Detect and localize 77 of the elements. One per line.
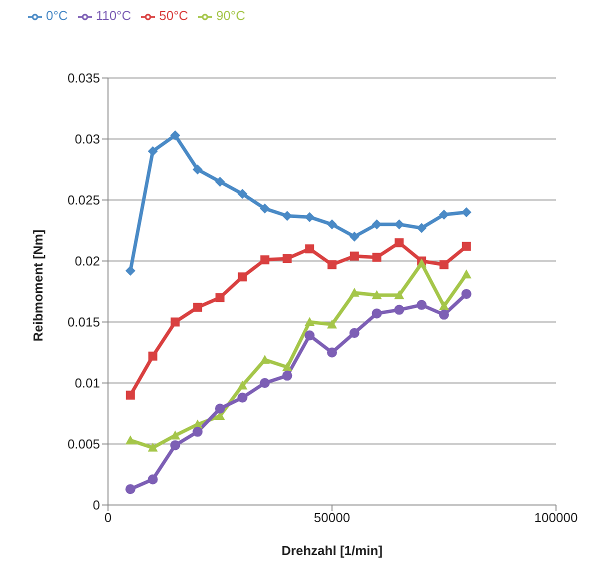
point (372, 219, 382, 230)
y-tick-label: 0.03 (74, 132, 100, 147)
point (216, 293, 224, 302)
point (394, 238, 404, 248)
point (349, 328, 360, 338)
point (282, 362, 292, 372)
y-tick-label: 0.035 (67, 70, 100, 86)
x-tick-label: 50000 (314, 510, 350, 526)
x-axis-title: Drehzahl [1/min] (281, 543, 383, 558)
point (439, 301, 449, 310)
point (461, 207, 472, 218)
point (328, 260, 336, 270)
point (125, 266, 136, 276)
point (304, 317, 315, 326)
point (439, 210, 449, 220)
point (260, 204, 270, 214)
point (394, 290, 404, 300)
point (170, 318, 180, 326)
point (416, 300, 427, 310)
legend-label: 90°C (216, 8, 246, 23)
point (237, 392, 248, 403)
point (305, 244, 314, 254)
point (416, 223, 427, 234)
point (350, 252, 359, 261)
point (394, 219, 404, 230)
y-tick-label: 0.005 (67, 436, 100, 452)
point (394, 304, 404, 315)
point (327, 348, 337, 358)
point (237, 380, 248, 390)
point (148, 442, 158, 452)
point (192, 426, 203, 437)
point (304, 330, 315, 340)
point (148, 352, 158, 361)
point (237, 188, 248, 199)
point (170, 130, 180, 140)
point (260, 354, 270, 364)
point (238, 272, 247, 282)
point (193, 302, 202, 312)
y-tick-label: 0.01 (74, 376, 100, 391)
legend-label: 110°C (96, 8, 132, 23)
point (126, 390, 135, 400)
point (192, 164, 203, 174)
point (439, 310, 449, 320)
point (215, 404, 225, 414)
point (170, 440, 180, 450)
point (304, 212, 315, 222)
point (462, 242, 471, 251)
point (148, 474, 158, 484)
legend-label: 50°C (159, 8, 188, 23)
point (148, 146, 158, 156)
point (372, 308, 382, 318)
point (327, 219, 337, 230)
point (349, 232, 360, 242)
point (260, 255, 270, 264)
y-tick-label: 0.02 (74, 254, 100, 269)
point (125, 484, 136, 494)
point (372, 252, 382, 262)
legend-label: 0°C (46, 8, 68, 23)
point (215, 176, 225, 187)
point (282, 254, 292, 264)
point (461, 269, 472, 278)
point (461, 288, 472, 299)
y-axis-title: Reibmoment [Nm] (30, 230, 46, 342)
point (372, 290, 382, 300)
point (260, 378, 270, 388)
x-tick-label: 100000 (534, 510, 578, 526)
y-tick-label: 0.025 (67, 192, 100, 208)
point (125, 435, 136, 444)
point (440, 260, 448, 270)
y-tick-label: 0 (92, 498, 100, 513)
point (349, 288, 360, 297)
point (282, 210, 292, 221)
x-tick-label: 0 (104, 510, 112, 526)
point (170, 430, 180, 440)
point (282, 370, 292, 381)
y-tick-label: 0.015 (67, 314, 100, 330)
point (327, 319, 337, 328)
